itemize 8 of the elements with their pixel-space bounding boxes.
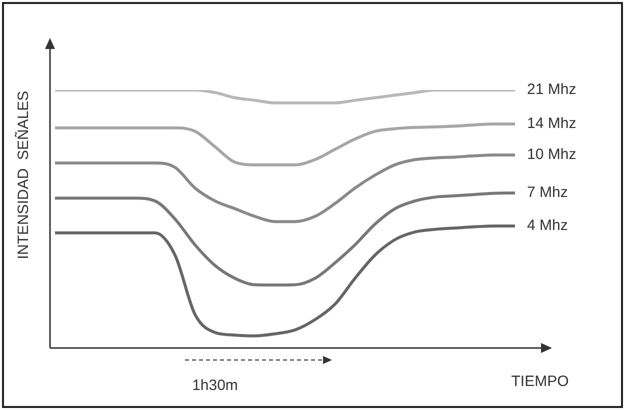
text: 1h30m xyxy=(192,377,238,394)
series-label: 21 Mhz xyxy=(527,81,576,98)
y-axis-title: INTENSIDAD SEÑALES xyxy=(14,90,32,260)
series-label: 14 Mhz xyxy=(527,115,576,132)
series-label: 10 Mhz xyxy=(527,146,576,164)
series-label: 4 Mhz xyxy=(527,217,568,234)
series-label: 7 Mhz xyxy=(527,184,568,202)
x-axis-title: TIEMPO xyxy=(511,373,569,390)
